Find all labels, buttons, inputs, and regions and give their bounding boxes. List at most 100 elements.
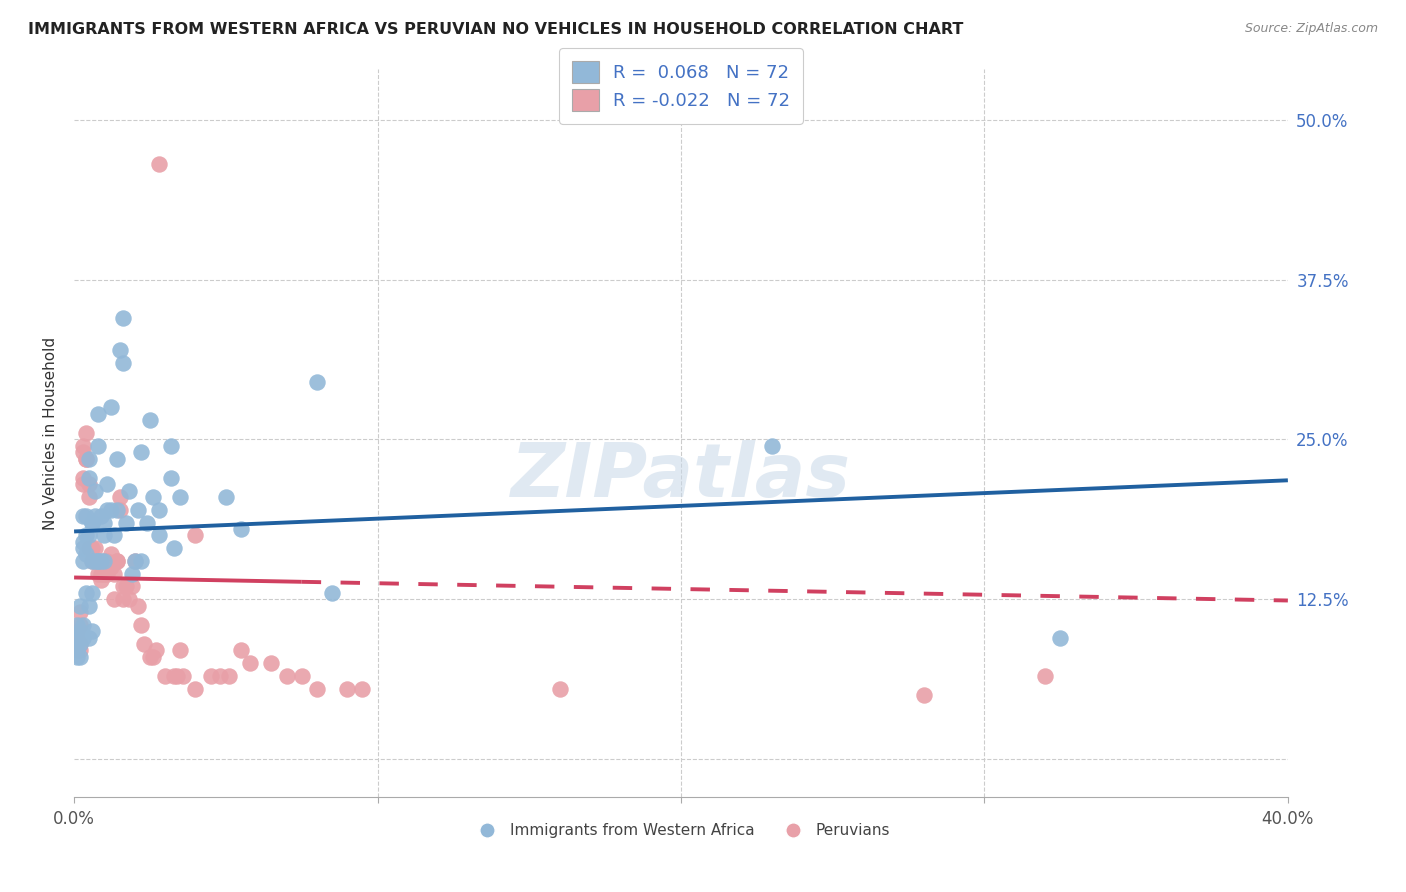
Point — [82, 541, 104, 555]
Point — [72, 541, 94, 555]
Point — [66, 624, 89, 639]
Point — [96, 566, 118, 581]
Text: Source: ZipAtlas.com: Source: ZipAtlas.com — [1244, 22, 1378, 36]
Point — [66, 637, 89, 651]
Point — [82, 586, 104, 600]
Point — [111, 579, 134, 593]
Point — [208, 669, 231, 683]
Point — [239, 656, 262, 670]
Point — [163, 541, 186, 555]
Point — [124, 554, 146, 568]
Point — [90, 554, 112, 568]
Point — [90, 573, 112, 587]
Point — [100, 502, 122, 516]
Point — [139, 413, 162, 427]
Point — [72, 631, 94, 645]
Point — [69, 649, 91, 664]
Point — [105, 554, 128, 568]
Point — [305, 681, 328, 696]
Point — [66, 643, 89, 657]
Point — [72, 617, 94, 632]
Point — [103, 528, 125, 542]
Point — [114, 579, 136, 593]
Point — [291, 669, 314, 683]
Point — [169, 643, 191, 657]
Point — [69, 617, 91, 632]
Point — [87, 554, 110, 568]
Point — [105, 502, 128, 516]
Point — [96, 477, 118, 491]
Point — [352, 681, 374, 696]
Point — [184, 681, 207, 696]
Point — [75, 586, 97, 600]
Point — [132, 637, 155, 651]
Point — [87, 407, 110, 421]
Point — [77, 477, 100, 491]
Point — [82, 554, 104, 568]
Point — [118, 483, 141, 498]
Point — [69, 643, 91, 657]
Point — [82, 516, 104, 530]
Point — [69, 637, 91, 651]
Point — [100, 401, 122, 415]
Point — [66, 631, 89, 645]
Point — [96, 554, 118, 568]
Point — [72, 534, 94, 549]
Point — [77, 528, 100, 542]
Point — [90, 566, 112, 581]
Point — [77, 490, 100, 504]
Point — [139, 649, 162, 664]
Point — [72, 477, 94, 491]
Point — [77, 631, 100, 645]
Point — [96, 502, 118, 516]
Point — [69, 637, 91, 651]
Point — [72, 439, 94, 453]
Point — [87, 566, 110, 581]
Point — [111, 356, 134, 370]
Point — [93, 554, 115, 568]
Text: ZIPatlas: ZIPatlas — [510, 441, 851, 513]
Point — [93, 554, 115, 568]
Point — [761, 439, 783, 453]
Point — [548, 681, 571, 696]
Point — [124, 554, 146, 568]
Point — [66, 631, 89, 645]
Point — [84, 554, 107, 568]
Point — [305, 375, 328, 389]
Point — [87, 554, 110, 568]
Point — [103, 592, 125, 607]
Point — [93, 516, 115, 530]
Point — [72, 445, 94, 459]
Point — [69, 605, 91, 619]
Point — [142, 490, 165, 504]
Point — [75, 509, 97, 524]
Point — [66, 649, 89, 664]
Point — [93, 566, 115, 581]
Point — [100, 560, 122, 574]
Point — [93, 528, 115, 542]
Point — [66, 617, 89, 632]
Point — [145, 643, 167, 657]
Point — [84, 541, 107, 555]
Point — [129, 445, 152, 459]
Point — [69, 624, 91, 639]
Point — [229, 522, 252, 536]
Point — [166, 669, 188, 683]
Point — [105, 451, 128, 466]
Point — [321, 586, 343, 600]
Point — [118, 592, 141, 607]
Point — [87, 439, 110, 453]
Point — [336, 681, 359, 696]
Point — [72, 471, 94, 485]
Point — [163, 669, 186, 683]
Point — [87, 554, 110, 568]
Point — [121, 566, 143, 581]
Point — [200, 669, 222, 683]
Point — [108, 343, 131, 357]
Point — [90, 509, 112, 524]
Legend: Immigrants from Western Africa, Peruvians: Immigrants from Western Africa, Peruvian… — [465, 817, 896, 845]
Point — [129, 617, 152, 632]
Point — [72, 554, 94, 568]
Point — [160, 439, 183, 453]
Point — [82, 516, 104, 530]
